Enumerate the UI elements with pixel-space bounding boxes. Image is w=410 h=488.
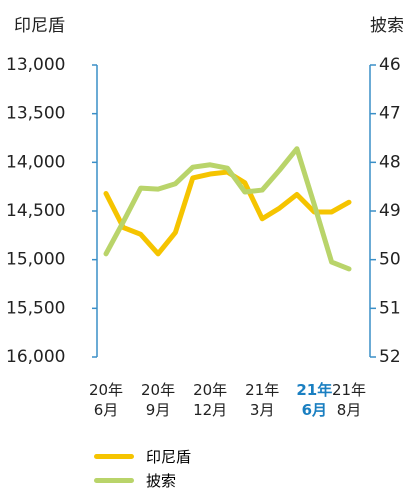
x-tick-label: 21年 3月 xyxy=(245,381,280,419)
x-tick-label: 20年 6月 xyxy=(88,381,124,419)
y2-axis-title: 披索 xyxy=(370,16,404,36)
series-line xyxy=(103,146,352,272)
x-tick-label: 20年 9月 xyxy=(141,381,176,419)
x-tick-label: 21年 8月 xyxy=(331,381,367,419)
y2-tick-label: 51 xyxy=(379,298,401,318)
y-tick-label: 15,000 xyxy=(6,250,65,270)
y-tick-label: 16,000 xyxy=(6,347,65,367)
y-tick-label: 13,500 xyxy=(6,104,65,124)
y-tick-label: 14,000 xyxy=(6,152,65,172)
legend-label: 披索 xyxy=(146,472,177,488)
legend-item: 披索 xyxy=(94,470,176,488)
y2-tick-label: 47 xyxy=(379,104,401,124)
legend-swatch xyxy=(94,478,134,483)
y2-tick-label: 48 xyxy=(379,152,401,172)
y-tick-label: 14,500 xyxy=(6,201,65,221)
y2-tick-label: 52 xyxy=(379,347,401,367)
series-line xyxy=(103,169,352,257)
x-tick-label: 20年 12月 xyxy=(193,381,228,419)
y-axis-title: 印尼盾 xyxy=(14,16,65,36)
y-tick-label: 13,000 xyxy=(6,55,65,75)
y2-tick-label: 49 xyxy=(379,201,401,221)
y-tick-label: 15,500 xyxy=(6,298,65,318)
y2-tick-label: 50 xyxy=(379,250,401,270)
legend-item: 印尼盾 xyxy=(94,446,191,467)
legend-swatch xyxy=(94,454,134,459)
y2-tick-label: 46 xyxy=(379,55,401,75)
x-tick-label: 21年 6月 xyxy=(296,381,333,419)
legend-label: 印尼盾 xyxy=(146,448,192,466)
